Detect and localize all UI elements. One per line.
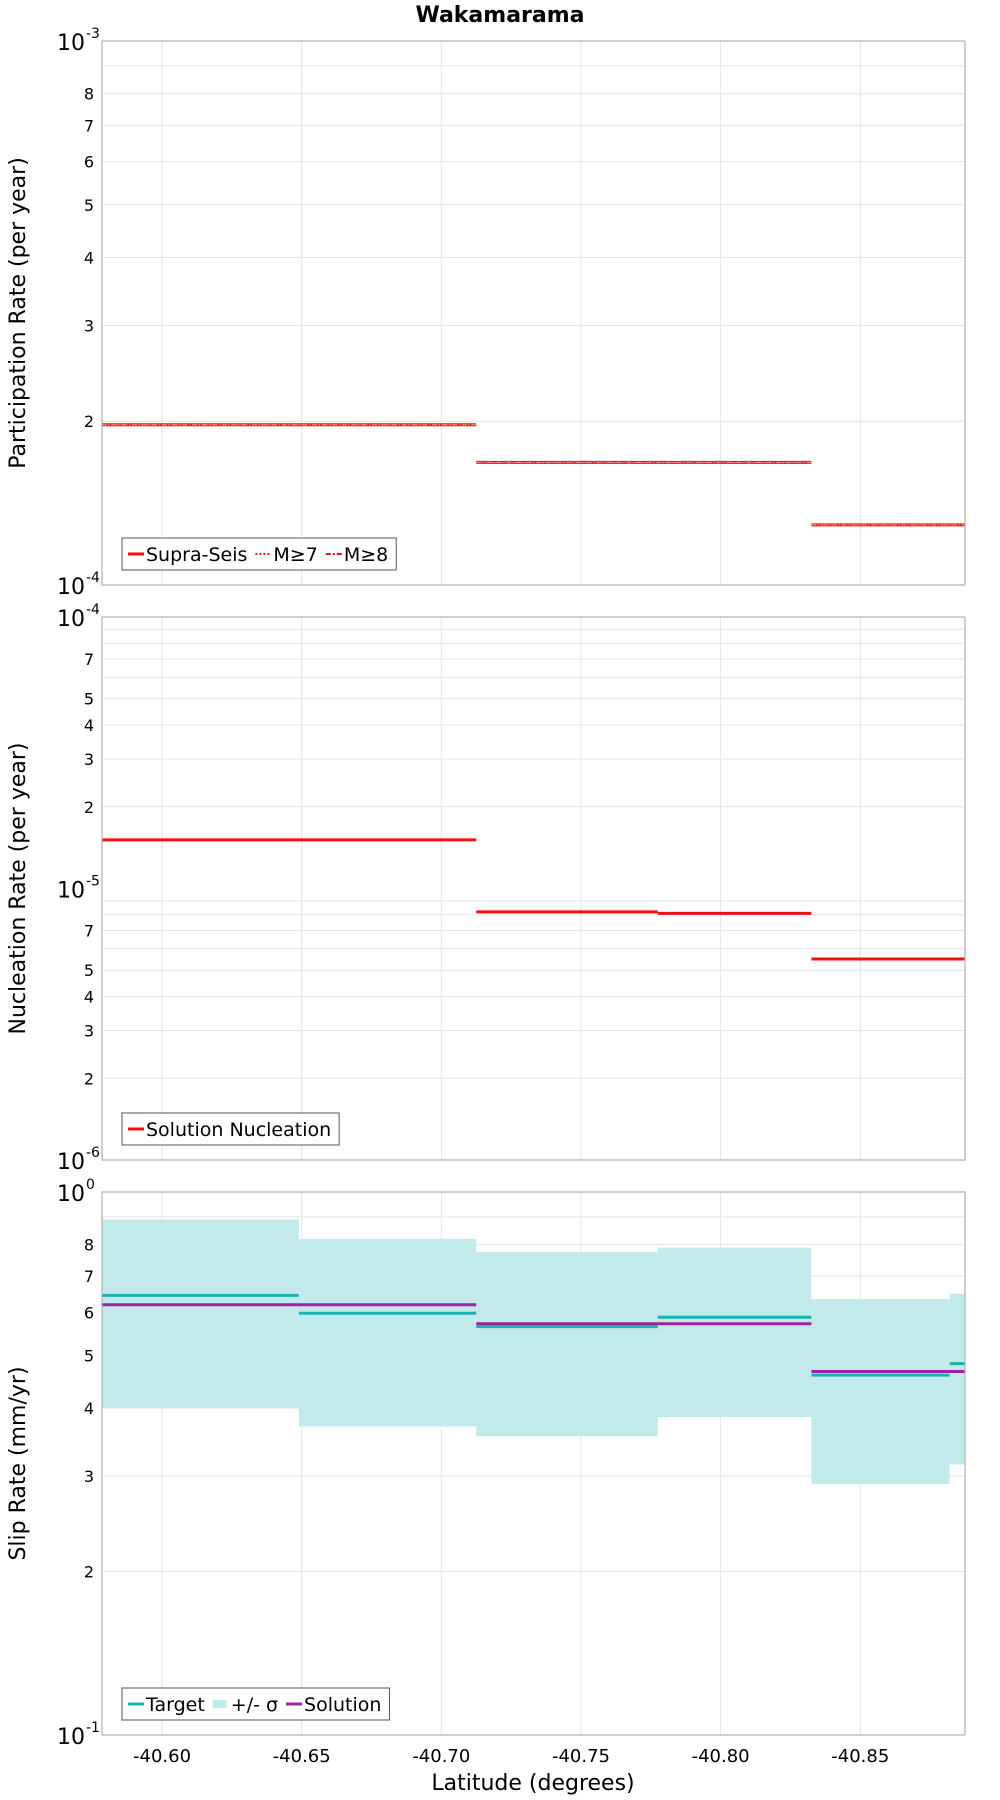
y-tick-label: 7 xyxy=(84,922,94,941)
y-axis-label: Participation Rate (per year) xyxy=(6,157,31,469)
x-tick-label: -40.80 xyxy=(692,1746,750,1767)
y-tick-label: 4 xyxy=(84,716,94,735)
y-decade-label: 10 xyxy=(57,607,85,632)
y-tick-label: 3 xyxy=(84,1467,94,1486)
y-tick-label: 3 xyxy=(84,316,94,335)
x-tick-label: -40.85 xyxy=(831,1746,889,1767)
y-tick-label: 7 xyxy=(84,1267,94,1286)
y-tick-label: 4 xyxy=(84,248,94,267)
y-tick-label: 4 xyxy=(84,1399,94,1418)
y-tick-label: 5 xyxy=(84,961,94,980)
y-decade-label: 10 xyxy=(57,879,85,904)
x-tick-label: -40.75 xyxy=(552,1746,610,1767)
x-tick-label: -40.60 xyxy=(133,1746,191,1767)
legend-swatch-sigma xyxy=(212,1700,227,1708)
y-tick-label: 2 xyxy=(84,1563,94,1582)
y-decade-label: 10 xyxy=(57,31,85,56)
y-decade-label: 10 xyxy=(57,575,85,600)
y-tick-label: 4 xyxy=(84,988,94,1007)
legend-box xyxy=(121,1112,340,1146)
legend: Supra-Seis M≥7 M≥8 xyxy=(121,537,397,571)
sigma-band xyxy=(298,1238,477,1427)
legend-label: M≥7 xyxy=(273,544,317,566)
y-tick-label: 2 xyxy=(84,412,94,431)
y-tick-label: 7 xyxy=(84,650,94,669)
legend-label: Supra-Seis xyxy=(146,544,247,566)
legend-label: Target xyxy=(145,1694,205,1716)
y-tick-label: 2 xyxy=(84,798,94,817)
y-tick-label: 5 xyxy=(84,196,94,215)
y-decade-exponent: -3 xyxy=(86,26,100,42)
y-decade-exponent: -5 xyxy=(86,874,100,890)
x-axis-label: Latitude (degrees) xyxy=(431,1771,634,1796)
plot-frame xyxy=(101,1191,966,1736)
y-axis-label: Nucleation Rate (per year) xyxy=(6,743,31,1035)
y-tick-label: 8 xyxy=(84,1236,94,1255)
y-tick-label: 3 xyxy=(84,1021,94,1040)
y-tick-label: 3 xyxy=(84,750,94,769)
legend-box xyxy=(121,1687,390,1721)
y-tick-label: 2 xyxy=(84,1069,94,1088)
sigma-band xyxy=(476,1252,658,1437)
y-decade-exponent: -4 xyxy=(86,602,100,618)
plot-area xyxy=(102,617,965,1160)
y-decade-exponent: 0 xyxy=(86,1177,95,1193)
legend-label: +/- σ xyxy=(231,1694,278,1716)
sigma-band xyxy=(102,1219,299,1409)
legend: Solution Nucleation xyxy=(121,1112,340,1146)
y-tick-label: 6 xyxy=(84,153,94,172)
plot-frame xyxy=(101,40,966,586)
y-decade-label: 10 xyxy=(57,1182,85,1207)
y-decade-exponent: -6 xyxy=(86,1145,100,1161)
y-tick-label: 5 xyxy=(84,690,94,709)
legend-label: M≥8 xyxy=(344,544,388,566)
y-decade-exponent: -1 xyxy=(86,1720,100,1736)
sigma-band xyxy=(949,1293,965,1465)
plot-area xyxy=(102,41,965,585)
legend-box xyxy=(121,537,397,571)
y-tick-label: 8 xyxy=(84,85,94,104)
chart-title: Wakamarama xyxy=(415,3,584,28)
y-tick-label: 7 xyxy=(84,116,94,135)
x-tick-label: -40.65 xyxy=(273,1746,331,1767)
sigma-band xyxy=(811,1299,950,1484)
y-tick-label: 5 xyxy=(84,1346,94,1365)
y-decade-label: 10 xyxy=(57,1150,85,1175)
y-decade-exponent: -4 xyxy=(86,570,100,586)
y-axis-label: Slip Rate (mm/yr) xyxy=(6,1366,31,1560)
y-decade-label: 10 xyxy=(57,1725,85,1750)
x-tick-label: -40.70 xyxy=(412,1746,470,1767)
plot-frame xyxy=(101,616,966,1161)
y-tick-label: 6 xyxy=(84,1303,94,1322)
legend-label: Solution Nucleation xyxy=(146,1119,331,1141)
legend: Target +/- σ Solution xyxy=(121,1687,390,1721)
legend-label: Solution xyxy=(304,1694,381,1716)
sigma-band xyxy=(657,1247,812,1418)
